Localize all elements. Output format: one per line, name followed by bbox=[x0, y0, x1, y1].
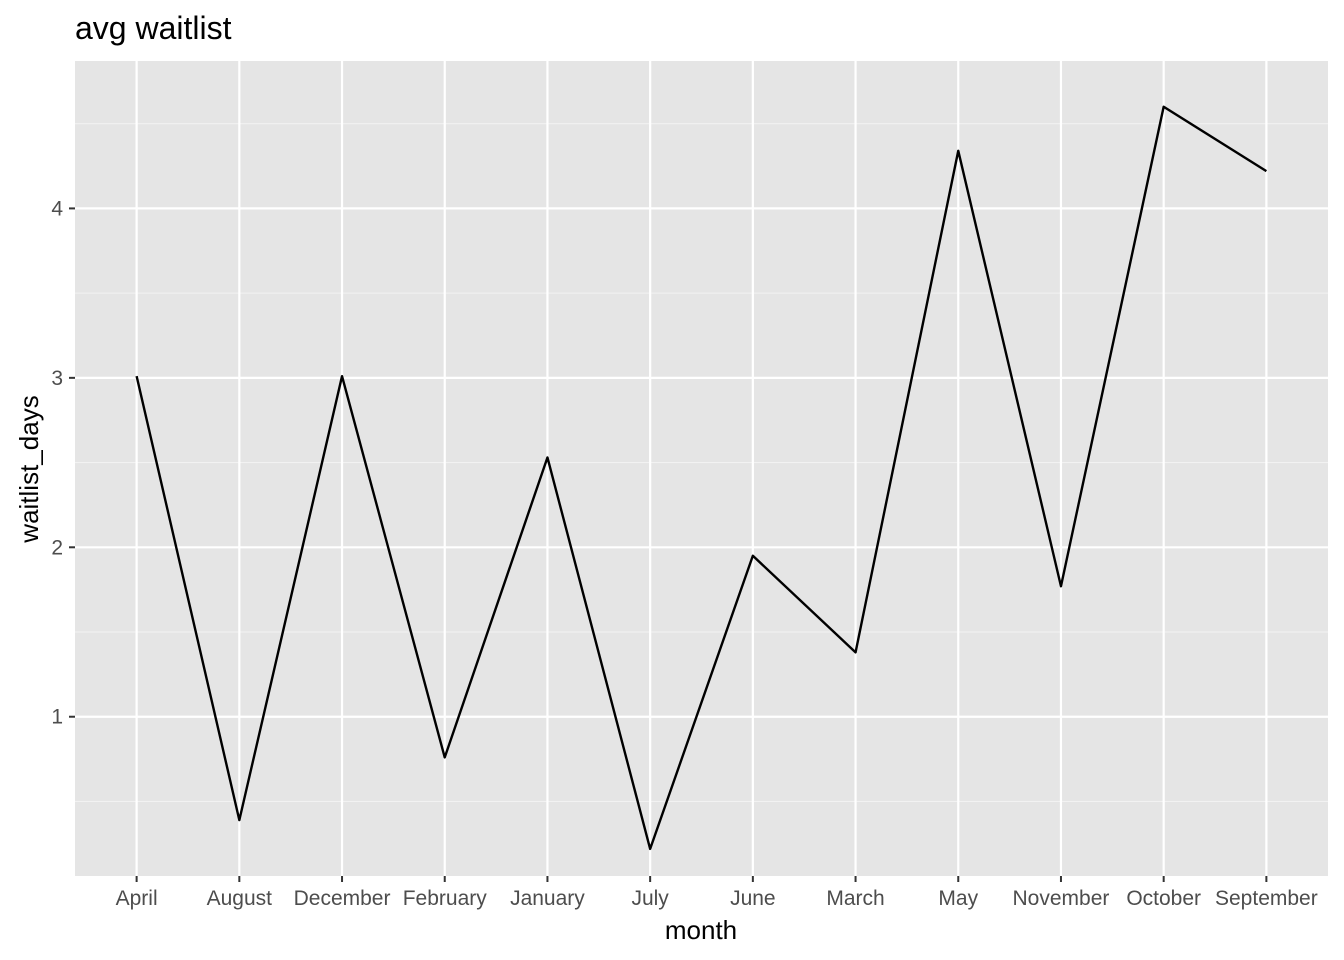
x-tick-label: February bbox=[403, 887, 488, 910]
x-tick-label: April bbox=[116, 887, 158, 910]
x-tick-label: August bbox=[207, 887, 273, 910]
x-axis-title: month bbox=[665, 915, 737, 945]
chart-title: avg waitlist bbox=[75, 10, 232, 46]
x-tick-label: September bbox=[1215, 887, 1318, 910]
major-gridlines bbox=[75, 61, 1328, 876]
plot-panel bbox=[75, 61, 1328, 876]
y-tick-label: 2 bbox=[51, 536, 63, 559]
y-axis: 1 2 3 4 bbox=[51, 197, 75, 729]
x-axis: April August December February January July Ju… bbox=[116, 876, 1318, 910]
x-tick-label: January bbox=[510, 887, 585, 910]
y-tick-label: 3 bbox=[51, 367, 63, 390]
x-tick-label: July bbox=[631, 887, 669, 910]
y-tick-label: 4 bbox=[51, 197, 63, 220]
x-tick-label: June bbox=[730, 887, 776, 910]
x-tick-label: March bbox=[826, 887, 884, 910]
x-tick-label: October bbox=[1126, 887, 1201, 910]
series-line bbox=[135, 105, 1268, 851]
x-tick-label: December bbox=[294, 887, 391, 910]
x-tick-label: May bbox=[938, 887, 978, 910]
x-tick-label: November bbox=[1013, 887, 1110, 910]
y-tick-label: 1 bbox=[51, 706, 63, 729]
y-axis-title: waitlist_days bbox=[14, 395, 44, 543]
